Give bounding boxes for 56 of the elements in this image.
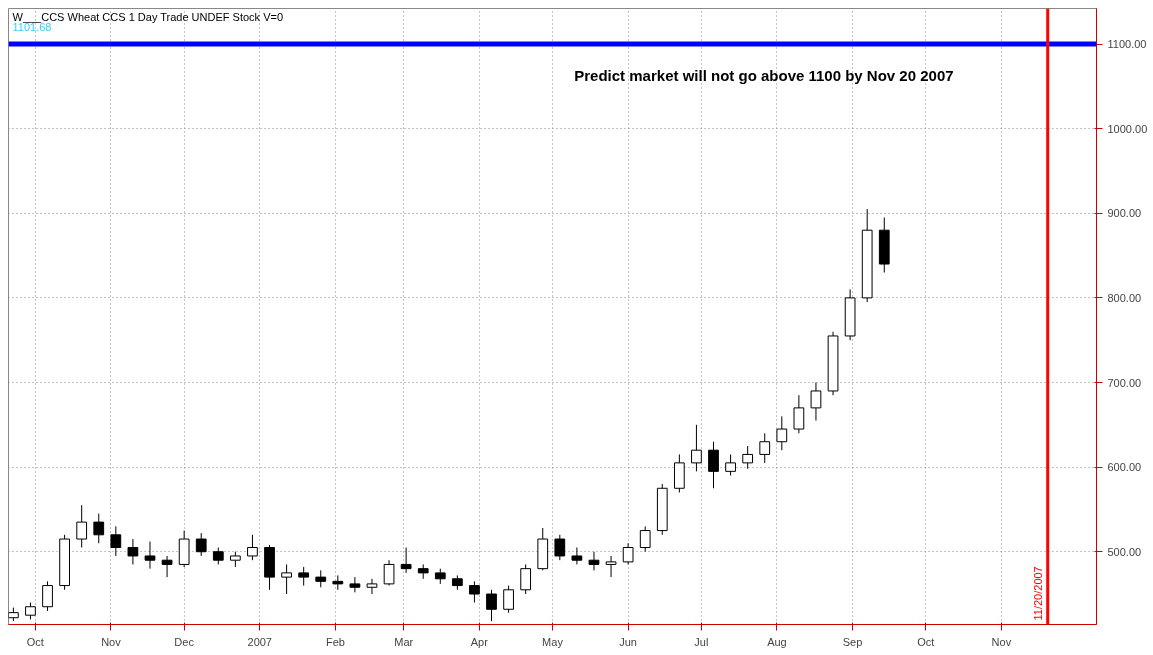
candlestick [486,589,497,622]
candlestick [383,559,395,587]
candlestick [469,580,480,603]
annotation: Predict market will not go above 1100 by Nov 20 2007 [574,67,954,85]
candlestick [127,538,139,565]
y-tick-label: 600.00 [1107,461,1142,474]
x-tick-label: Aug [767,635,787,648]
candlestick [144,541,156,570]
candlestick [554,534,566,561]
candlestick [605,555,617,578]
candlestick [281,563,292,595]
candlestick [793,394,805,434]
candlestick [298,566,310,587]
candlestick [161,555,173,578]
candlestick [400,547,412,574]
candlestick [742,445,754,470]
x-tick-label: Apr [470,635,489,648]
y-tick-label: 900.00 [1107,207,1142,220]
candlestick [588,551,600,571]
x-tick-label: Nov [101,635,122,648]
x-tick-label: Mar [394,635,414,648]
candlestick [571,547,583,565]
x-tick-label: May [542,635,564,648]
x-tick-label: Nov [991,635,1012,648]
candlestick [195,532,207,557]
candlestick [691,424,702,472]
candlestick [42,580,53,612]
candlestick [366,578,378,595]
candlestick [520,563,532,595]
x-tick-label: Dec [174,635,195,648]
y-tick-label: 1100.00 [1107,38,1147,51]
x-tick-label: Feb [325,635,345,648]
candlestick [247,534,258,561]
y-tick-label: 700.00 [1107,376,1142,389]
x-tick-label: Sep [842,635,863,648]
x-tick-label: Oct [26,635,44,648]
ref-line-label: 11/20/2007 [1031,566,1044,621]
candlestick [76,504,88,548]
y-tick-label: 1000.00 [1107,122,1148,135]
candlestick [110,525,122,557]
candlestick [503,585,514,614]
candlestick [810,382,822,422]
y-tick-label: 500.00 [1107,545,1142,558]
x-tick-label: Oct [917,635,935,648]
x-tick-label: Jun [619,635,638,648]
candlestick [776,415,788,451]
candlestick [639,525,651,553]
candlestick [725,453,736,477]
candlestick [622,542,634,565]
x-tick-label: Jul [694,635,709,648]
y-tick-label: 800.00 [1107,291,1142,304]
candlestick [759,432,771,464]
candlestick [93,513,105,544]
candlestick [708,441,719,489]
x-tick-label: 2007 [247,635,273,648]
candlestick [349,576,361,593]
